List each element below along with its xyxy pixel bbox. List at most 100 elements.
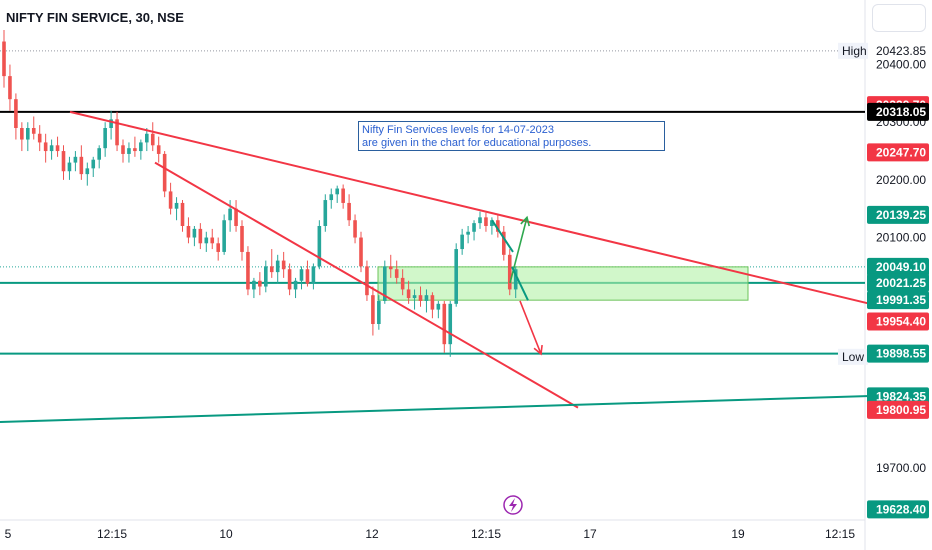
price-tag-label: 20318.05 [876, 105, 926, 119]
high-marker-label-bg [838, 42, 868, 59]
high-marker: High 20423.85 [838, 42, 926, 59]
price-tag-bg [867, 400, 929, 419]
candle-body [341, 188, 345, 203]
candle-body [448, 303, 453, 345]
candle-body [490, 220, 494, 226]
candle-body [371, 295, 375, 324]
price-tag-label: 19954.40 [876, 314, 926, 328]
candle-body [37, 133, 42, 143]
candle-body [31, 128, 36, 134]
candle-body [317, 226, 322, 267]
arrows-layer [491, 215, 543, 356]
candle-body [121, 145, 125, 154]
price-tag-label: 19800.95 [876, 403, 926, 417]
candle-body [79, 156, 84, 175]
candle-body [192, 228, 197, 238]
candle-body [145, 133, 149, 143]
candle-body [180, 202, 185, 226]
y-tick-label: 20400.00 [876, 58, 926, 72]
price-tag-label: 20049.10 [876, 260, 926, 274]
candle-body [91, 159, 96, 169]
candle-body [383, 266, 387, 301]
candle-body [2, 41, 6, 77]
candle-body [287, 269, 292, 290]
lightning-icon-bolt [509, 498, 517, 512]
candle-body [311, 266, 316, 284]
candle-body [436, 303, 441, 310]
candle-body [204, 237, 209, 244]
candle-body [496, 220, 500, 232]
candle-body [418, 295, 423, 301]
candle-body [97, 148, 101, 160]
candle-body [234, 208, 238, 226]
candle-body [115, 119, 119, 146]
candle-body [347, 202, 351, 221]
price-tag-bg [867, 102, 929, 121]
candle-body [299, 269, 304, 281]
candle-body [168, 191, 173, 209]
candle-body [293, 280, 298, 290]
candle-body [323, 200, 328, 226]
chart-title: NIFTY FIN SERVICE, 30, NSE [6, 10, 184, 25]
low-marker-label-bg [838, 348, 868, 365]
candle-body [8, 76, 12, 100]
time-axis: 5 12:15 10 12 12:15 17 19 12:15 [5, 495, 855, 541]
candle-body [305, 269, 310, 284]
x-tick-label: 12:15 [825, 527, 855, 541]
candle-body [466, 231, 470, 235]
candle-body [162, 153, 167, 192]
candle-body [127, 148, 131, 154]
candle-body [400, 277, 405, 290]
demand-zone [377, 266, 749, 301]
candle-body [61, 151, 66, 172]
annotation-line-2: are given in the chart for educational p… [362, 137, 592, 149]
price-tag-bg [867, 344, 929, 363]
x-tick-label: 12:15 [97, 527, 127, 541]
x-tick-label: 5 [5, 527, 12, 541]
candle-body [424, 295, 429, 301]
candle-body [365, 266, 369, 296]
low-marker-label: Low [842, 350, 864, 364]
demand-zone-layer [377, 266, 749, 301]
annotation-box[interactable]: Nifty Fin Services levels for 14-07-2023… [358, 121, 665, 151]
x-tick-label: 12:15 [471, 527, 501, 541]
candle-body [222, 220, 226, 252]
candle-body [388, 266, 393, 270]
candle-body [49, 145, 54, 152]
candle-body [472, 223, 476, 232]
y-tick-label: 20100.00 [876, 231, 926, 245]
candle-body [269, 266, 274, 273]
candle-body [240, 226, 244, 252]
candle-body [258, 280, 262, 287]
candle-body [353, 220, 357, 238]
price-tag-bg [867, 312, 929, 331]
trendlines-layer [0, 110, 871, 423]
x-tick-label: 17 [583, 527, 597, 541]
x-tick-label: 12 [365, 527, 379, 541]
price-tag-bg [867, 143, 929, 162]
candle-body [67, 162, 72, 172]
candle-body [216, 243, 220, 252]
trendline-1 [154, 161, 579, 409]
candle-body [377, 300, 381, 324]
candle-body [484, 217, 488, 226]
candles-layer [2, 30, 518, 357]
projection-line-2 [511, 266, 529, 301]
price-tag-label: 19991.35 [876, 293, 926, 307]
price-tag-bg [867, 273, 929, 292]
lightning-icon [503, 495, 523, 515]
price-axis: 20400.0020300.0020200.0020100.0019700.00… [838, 42, 929, 519]
y-tick-label: 19700.00 [876, 461, 926, 475]
candle-body [198, 228, 203, 244]
chart-settings-button[interactable] [872, 4, 926, 32]
candle-body [442, 303, 447, 345]
candle-body [73, 156, 78, 163]
candle-body [412, 295, 417, 299]
price-tag-label: 20247.70 [876, 145, 926, 159]
candle-body [329, 194, 334, 201]
candle-body [26, 128, 30, 140]
arrow-up-shaft [509, 217, 528, 284]
candle-body [246, 251, 250, 290]
price-tag-label: 19628.40 [876, 502, 926, 516]
